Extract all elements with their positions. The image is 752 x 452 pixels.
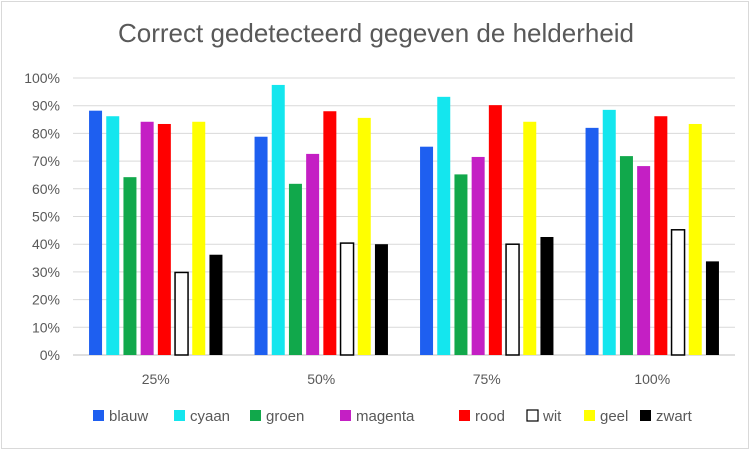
bar-groen-3 [454, 174, 468, 355]
bar-rood-4 [654, 116, 668, 355]
x-tick-label: 25% [142, 371, 170, 387]
bar-blauw-2 [254, 136, 268, 355]
x-tick-label: 75% [473, 371, 501, 387]
legend-label-cyaan: cyaan [190, 408, 230, 425]
legend-label-geel: geel [600, 408, 628, 425]
legend-swatch-magenta [340, 410, 351, 421]
bar-geel-3 [523, 121, 537, 356]
legend-label-magenta: magenta [356, 408, 415, 425]
bar-zwart-2 [374, 244, 388, 355]
bar-rood-2 [323, 111, 337, 356]
bar-groen-4 [619, 156, 633, 355]
bar-blauw-1 [89, 110, 103, 355]
bar-magenta-2 [306, 153, 320, 355]
bar-zwart-4 [705, 261, 719, 355]
legend-swatch-groen [250, 410, 261, 421]
bar-rood-1 [157, 123, 171, 356]
bar-geel-1 [192, 121, 206, 356]
y-tick-label: 90% [32, 98, 60, 114]
bar-blauw-4 [585, 127, 599, 355]
y-tick-label: 100% [24, 70, 60, 86]
legend-label-zwart: zwart [656, 408, 693, 425]
y-tick-label: 20% [32, 292, 60, 308]
legend-label-rood: rood [475, 408, 505, 425]
legend-label-wit: wit [542, 408, 562, 425]
legend-swatch-blauw [93, 410, 104, 421]
legend-swatch-wit [526, 409, 539, 422]
y-tick-label: 0% [40, 347, 60, 363]
bar-zwart-1 [209, 254, 223, 355]
bar-blauw-3 [420, 146, 434, 355]
bar-cyaan-1 [106, 116, 120, 355]
y-tick-label: 60% [32, 181, 60, 197]
y-axis-ticks: 0% 10% 20% 30% 40% 50% 60% 70% 80% 90% 100% [24, 70, 60, 363]
bar-cyaan-3 [437, 96, 451, 355]
gridlines [73, 77, 735, 356]
bar-wit-1 [174, 271, 189, 356]
y-tick-label: 30% [32, 264, 60, 280]
bar-zwart-3 [540, 236, 554, 355]
chart-title: Correct gedetecteerd gegeven de helderhe… [117, 18, 635, 48]
bar-rood-3 [488, 105, 502, 355]
bar-cyaan-2 [271, 84, 285, 356]
bar-cyaan-4 [602, 109, 616, 355]
x-tick-label: 50% [307, 371, 335, 387]
legend-label-groen: groen [266, 408, 304, 425]
bars [89, 84, 719, 356]
legend-label-blauw: blauw [109, 408, 148, 425]
bar-wit-2 [339, 242, 355, 356]
bar-wit-3 [505, 243, 520, 356]
y-tick-label: 50% [32, 209, 60, 225]
bar-groen-2 [288, 183, 302, 355]
x-tick-label: 100% [634, 371, 670, 387]
bar-geel-4 [688, 123, 702, 356]
bar-geel-2 [357, 117, 371, 355]
bar-magenta-4 [637, 166, 651, 355]
legend-swatch-geel [584, 410, 595, 421]
bar-groen-1 [123, 177, 137, 355]
bar-wit-4 [670, 229, 686, 356]
y-tick-label: 80% [32, 125, 60, 141]
legend: blauw cyaan groen magenta rood wit geel zwart [93, 408, 693, 425]
y-tick-label: 10% [32, 319, 60, 335]
legend-swatch-zwart [640, 410, 651, 421]
legend-swatch-rood [459, 410, 470, 421]
legend-swatch-cyaan [174, 410, 185, 421]
x-axis-ticks: 25% 50% 75% 100% [142, 371, 670, 387]
y-tick-label: 40% [32, 236, 60, 252]
bar-magenta-1 [140, 121, 154, 356]
bar-magenta-3 [471, 156, 485, 355]
y-tick-label: 70% [32, 153, 60, 169]
